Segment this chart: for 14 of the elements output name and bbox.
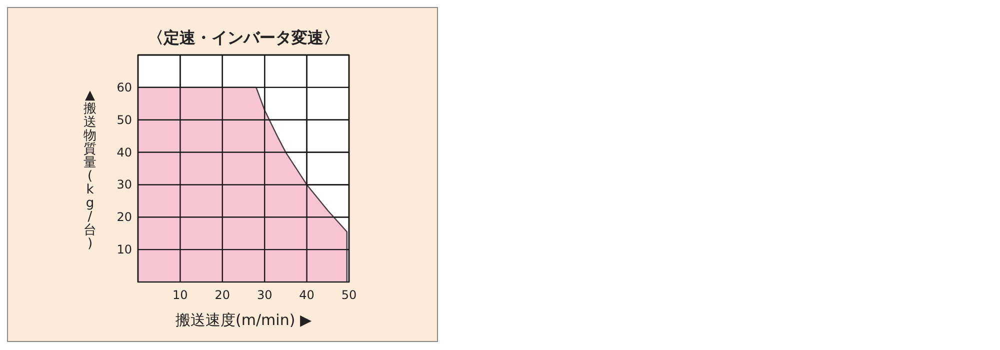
x-tick-label: 40 <box>299 288 314 302</box>
y-tick-label: 40 <box>116 145 132 160</box>
y-tick-label: 30 <box>116 178 132 192</box>
y-tick-label: 60 <box>116 80 132 94</box>
chart-title: 〈定速・インバータ変速〉 <box>148 28 340 47</box>
x-tick-label: 20 <box>214 288 230 302</box>
x-tick-label: 50 <box>341 288 357 302</box>
x-tick-label: 10 <box>172 288 188 302</box>
x-axis-title: 搬送速度(m/min) ▶ <box>176 311 312 329</box>
y-tick-label: 10 <box>116 242 132 257</box>
y-tick-label: 50 <box>116 112 132 127</box>
x-tick-label: 30 <box>256 288 272 302</box>
text: ▲搬送物質量(kg/台) <box>84 88 96 252</box>
y-tick-label: 20 <box>116 210 132 224</box>
